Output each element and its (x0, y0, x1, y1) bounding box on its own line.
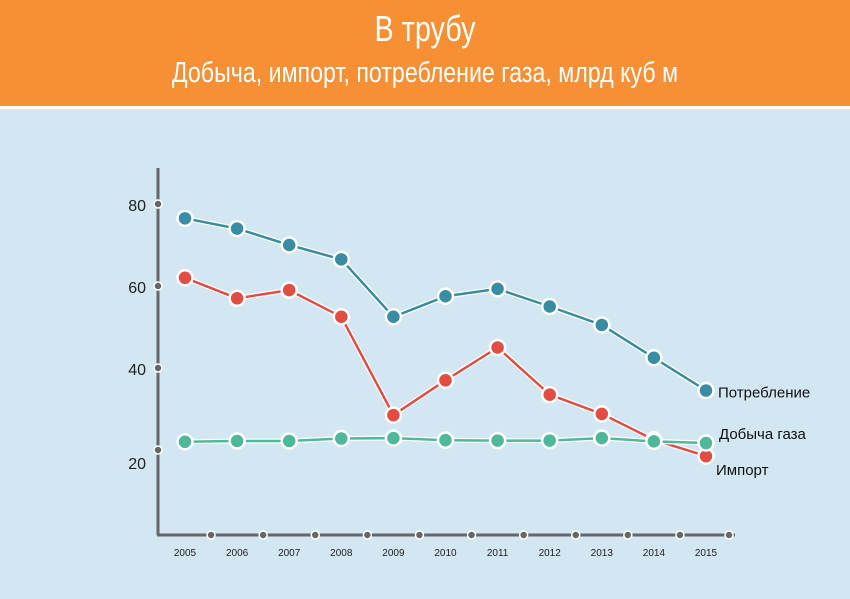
data-point (645, 432, 663, 451)
data-point (593, 429, 611, 447)
data-point (176, 209, 194, 228)
data-point (697, 381, 715, 400)
data-point (488, 431, 507, 450)
y-tick-dot (153, 199, 163, 209)
data-point (280, 236, 298, 254)
data-point (332, 308, 351, 326)
data-point (332, 429, 351, 448)
data-point (540, 385, 559, 404)
data-point (436, 431, 455, 449)
chart-subtitle: Добыча, импорт, потребление газа, млрд к… (171, 57, 679, 89)
x-tick-label: 2008 (330, 548, 353, 559)
data-point (436, 371, 455, 390)
series-label: Потребление (718, 385, 810, 402)
data-point (384, 429, 403, 447)
x-tick-label: 2007 (278, 548, 301, 559)
y-tick-label: 40 (128, 362, 146, 379)
data-point (593, 316, 611, 334)
x-tick-dot (518, 530, 529, 540)
x-tick-dot (258, 530, 268, 540)
data-point (540, 297, 559, 316)
y-tick-label: 20 (128, 456, 146, 473)
chart-points (176, 209, 715, 465)
y-tick-dot (153, 281, 163, 291)
x-tick-dot (414, 530, 425, 540)
series-label: Добыча газа (719, 426, 807, 443)
x-tick-label: 2011 (487, 548, 509, 559)
x-tick-label: 2010 (434, 548, 457, 559)
data-point (488, 280, 507, 298)
chart-title: В трубу (374, 8, 476, 49)
data-point (228, 219, 246, 238)
y-tick-dot (153, 363, 163, 373)
data-point (645, 349, 663, 367)
x-tick-label: 2005 (174, 548, 197, 559)
x-tick-label: 2015 (695, 548, 718, 559)
data-point (593, 405, 611, 423)
data-point (697, 434, 715, 452)
x-tick-dot (310, 530, 320, 540)
x-tick-dot (466, 530, 477, 540)
data-point (540, 431, 559, 450)
series-label: Импорт (716, 462, 769, 479)
chart-labels: Потребление Импорт Добыча газа (716, 385, 810, 480)
x-tick-dot (206, 530, 216, 540)
chart-series-lines (184, 215, 708, 459)
x-tick-dot (724, 530, 734, 540)
x-tick-dot (675, 530, 685, 540)
x-tick-dot (623, 530, 633, 540)
x-tick-dot (362, 530, 373, 540)
data-point (176, 433, 194, 451)
data-point (228, 432, 246, 450)
x-tick-label: 2013 (591, 548, 614, 559)
data-point (280, 432, 298, 450)
x-tick-label: 2014 (643, 548, 666, 559)
data-point (176, 269, 194, 287)
data-point (384, 406, 403, 424)
data-point (332, 250, 351, 269)
x-tick-dot (571, 530, 581, 540)
x-tick-label: 2012 (539, 548, 562, 559)
data-point (436, 287, 455, 305)
data-point (384, 308, 403, 326)
data-point (488, 338, 507, 357)
data-point (280, 281, 298, 299)
y-tick-label: 60 (128, 280, 146, 297)
x-tick-label: 2009 (382, 548, 405, 559)
x-tick-label: 2006 (226, 548, 249, 559)
y-tick-dot (153, 445, 163, 455)
data-point (228, 289, 246, 308)
chart-axes: 80 60 40 20 2005 2006 2007 2008 2009 2010 2011 2012… (128, 168, 735, 559)
y-tick-label: 80 (128, 198, 146, 215)
header-bar: В трубу Добыча, импорт, потребление газа… (0, 0, 850, 109)
